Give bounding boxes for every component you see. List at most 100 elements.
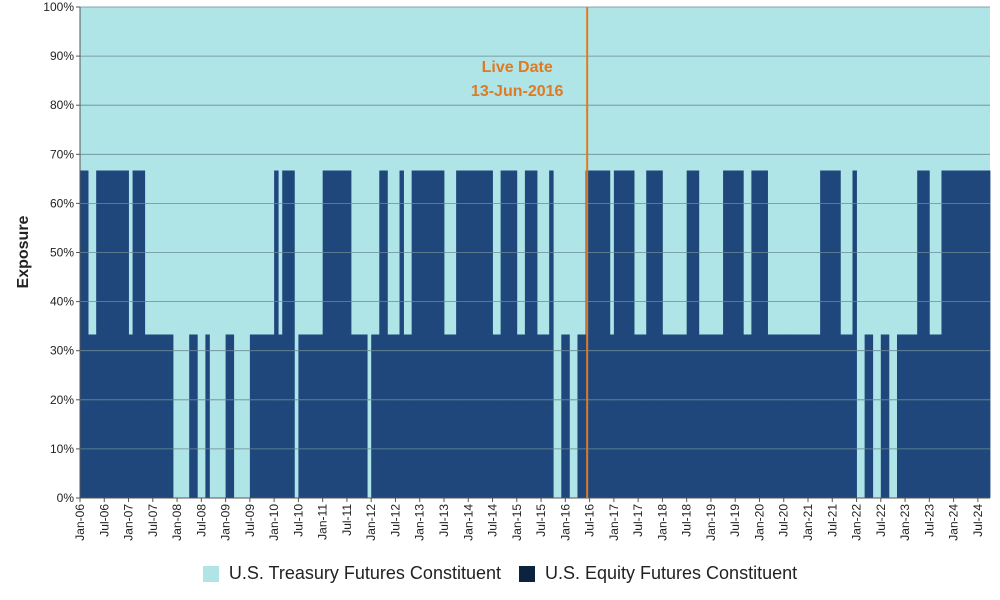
x-tick-label: Jul-11 — [340, 504, 354, 536]
equity-segment — [249, 334, 275, 498]
x-tick-label: Jul-18 — [680, 504, 694, 537]
legend: U.S. Treasury Futures Constituent U.S. E… — [0, 563, 1000, 584]
x-tick-label: Jul-10 — [291, 504, 305, 537]
equity-segment — [880, 334, 890, 498]
x-tick-label: Jan-15 — [510, 504, 524, 541]
x-tick-label: Jul-12 — [389, 504, 403, 537]
equity-segment — [585, 170, 611, 498]
legend-item-equity: U.S. Equity Futures Constituent — [518, 563, 798, 584]
equity-segment — [941, 170, 991, 498]
equity-segment — [743, 334, 752, 498]
equity-segment — [144, 334, 174, 498]
equity-segment — [225, 334, 235, 498]
equity-segment — [820, 170, 829, 498]
gridlines — [80, 6, 990, 499]
equity-segment — [399, 170, 404, 498]
x-axis: Jan-06 Jul-06 Jan-07 Jul-07 Jan-08 Jul-08 Jan-… — [73, 497, 990, 541]
x-tick-label: Jan-09 — [219, 504, 233, 541]
treasury-swatch-icon — [202, 565, 219, 582]
equity-segment — [278, 334, 283, 498]
equity-segment — [379, 170, 388, 498]
x-tick-label: Jul-08 — [194, 504, 208, 537]
y-tick-label: 50% — [50, 246, 74, 260]
x-tick-label: Jan-21 — [801, 504, 815, 541]
equity-segment — [411, 170, 445, 498]
legend-label-treasury: U.S. Treasury Futures Constituent — [228, 563, 501, 583]
equity-segment — [896, 334, 918, 498]
x-tick-label: Jul-07 — [146, 504, 160, 537]
x-tick-label: Jan-13 — [413, 504, 427, 541]
x-tick-label: Jan-16 — [558, 504, 572, 541]
equity-segment — [492, 334, 502, 498]
x-tick-label: Jul-13 — [437, 504, 451, 537]
x-tick-label: Jan-23 — [898, 504, 912, 541]
legend-item-treasury: U.S. Treasury Futures Constituent — [202, 563, 501, 584]
equity-segment — [767, 334, 793, 498]
y-tick-label: 100% — [43, 0, 74, 14]
x-tick-label: Jul-20 — [777, 504, 791, 537]
equity-segment — [549, 170, 554, 498]
x-tick-label: Jul-15 — [534, 504, 548, 537]
y-tick-label: 70% — [50, 147, 74, 161]
equity-segment — [350, 334, 368, 498]
x-tick-label: Jan-18 — [655, 504, 669, 541]
y-tick-label: 20% — [50, 393, 74, 407]
equity-segment — [791, 334, 809, 498]
equity-segment — [96, 170, 129, 498]
y-axis-label: Exposure — [15, 215, 32, 288]
y-tick-label: 60% — [50, 196, 74, 210]
y-tick-label: 10% — [50, 442, 74, 456]
equity-segment — [808, 334, 821, 498]
equity-segment — [403, 334, 413, 498]
x-tick-label: Jan-12 — [364, 504, 378, 541]
y-tick-label: 80% — [50, 98, 74, 112]
equity-segment — [128, 334, 133, 498]
equity-segment — [274, 170, 279, 498]
x-tick-label: Jan-08 — [170, 504, 184, 541]
y-tick-label: 90% — [50, 49, 74, 63]
equity-segment — [929, 334, 942, 498]
equity-segment — [662, 334, 688, 498]
x-tick-label: Jul-23 — [922, 504, 936, 537]
x-tick-label: Jan-14 — [461, 504, 475, 541]
x-tick-label: Jul-21 — [825, 504, 839, 537]
equity-segment — [864, 334, 874, 498]
equity-segment — [577, 334, 586, 498]
equity-swatch-icon — [518, 565, 535, 582]
y-tick-label: 30% — [50, 344, 74, 358]
live-date-value: 13-Jun-2016 — [471, 83, 564, 100]
x-tick-label: Jan-06 — [73, 504, 87, 541]
equity-segment — [444, 334, 457, 498]
equity-segment — [371, 334, 380, 498]
exposure-chart: 0% 10% 20% 30% 40% 50% 60% 70% 80% 90% 100% Jan-06… — [15, 0, 991, 541]
x-tick-label: Jan-20 — [753, 504, 767, 541]
equity-segment — [456, 170, 493, 498]
legend-label-equity: U.S. Equity Futures Constituent — [544, 563, 798, 583]
equity-segment — [387, 334, 400, 498]
x-tick-label: Jan-10 — [267, 504, 281, 541]
equity-segment — [322, 170, 352, 498]
equity-segment — [561, 334, 570, 498]
equity-segment — [88, 334, 97, 498]
x-tick-label: Jul-16 — [583, 504, 597, 537]
y-axis: 0% 10% 20% 30% 40% 50% 60% 70% 80% 90% 100% — [43, 0, 81, 505]
y-tick-label: 40% — [50, 295, 74, 309]
x-tick-label: Jul-19 — [728, 504, 742, 537]
x-tick-label: Jan-24 — [947, 504, 961, 541]
equity-segment — [698, 334, 712, 498]
equity-segment — [710, 334, 724, 498]
equity-segment — [80, 170, 89, 498]
equity-segment — [537, 334, 550, 498]
equity-segment — [852, 170, 857, 498]
x-tick-label: Jan-17 — [607, 504, 621, 541]
equity-segment — [205, 334, 210, 498]
x-tick-label: Jul-14 — [486, 504, 500, 537]
x-tick-label: Jan-07 — [122, 504, 136, 541]
equity-segment — [298, 334, 324, 498]
equity-segment — [189, 334, 198, 498]
x-tick-label: Jan-22 — [850, 504, 864, 541]
x-tick-label: Jul-22 — [874, 504, 888, 537]
equity-segment — [634, 334, 647, 498]
x-tick-label: Jan-19 — [704, 504, 718, 541]
x-tick-label: Jul-09 — [243, 504, 257, 537]
